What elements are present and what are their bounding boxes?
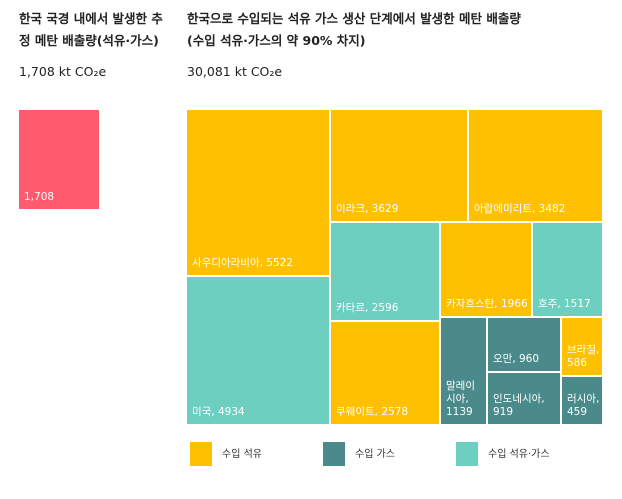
legend-label: 수입 석유·가스 — [488, 447, 550, 460]
data-label: 아랍에미리트, 3482 — [474, 202, 565, 215]
data-label: 사우디아라비아, 5522 — [192, 257, 293, 269]
data-label: 카타르, 2596 — [336, 302, 399, 314]
chart-title: 한국으로 수입되는 석유 가스 생산 단계에서 발생한 메탄 배출량 — [187, 11, 521, 26]
data-label: 호주, 1517 — [538, 298, 591, 310]
data-label: 미국, 4934 — [192, 406, 245, 418]
treemap-cell — [562, 318, 602, 375]
treemap-cell — [19, 110, 99, 209]
legend-label: 수입 석유 — [222, 447, 262, 460]
treemap-cell — [488, 373, 560, 424]
data-label: 인도네시아, 919 — [493, 393, 545, 418]
legend-swatch — [456, 442, 478, 466]
treemap-cell — [533, 223, 602, 316]
chart-title: 한국 국경 내에서 발생한 추정 메탄 배출량(석유·가스) — [19, 11, 163, 48]
legend-swatch — [323, 442, 345, 466]
treemap-cell — [187, 110, 329, 275]
data-label: 1,708 — [24, 191, 54, 203]
treemap-cell — [331, 223, 439, 320]
data-label: 러시아, 459 — [567, 393, 599, 418]
chart-total: 1,708 kt CO₂e — [19, 64, 107, 79]
treemap-cell — [331, 322, 439, 424]
data-label: 브라질, 586 — [567, 344, 599, 369]
treemap-cell — [331, 110, 467, 221]
data-label: 오만, 960 — [493, 353, 539, 365]
treemap-cell — [562, 377, 602, 424]
chart-subtitle: (수입 석유·가스의 약 90% 차지) — [187, 33, 366, 48]
data-label: 이라크, 3629 — [336, 203, 398, 215]
data-label: 말레이 시아, 1139 — [446, 380, 475, 418]
treemap-cell — [469, 110, 602, 221]
legend-label: 수입 가스 — [355, 447, 395, 460]
treemap-cell — [187, 277, 329, 424]
treemap-cell — [488, 318, 560, 371]
data-label: 카자흐스탄, 1966 — [446, 298, 528, 310]
data-label: 쿠웨이트, 2578 — [336, 406, 408, 418]
treemap-cell — [441, 223, 531, 316]
legend-swatch — [190, 442, 212, 466]
treemap-cell — [441, 318, 486, 424]
chart-total: 30,081 kt CO₂e — [187, 64, 283, 79]
